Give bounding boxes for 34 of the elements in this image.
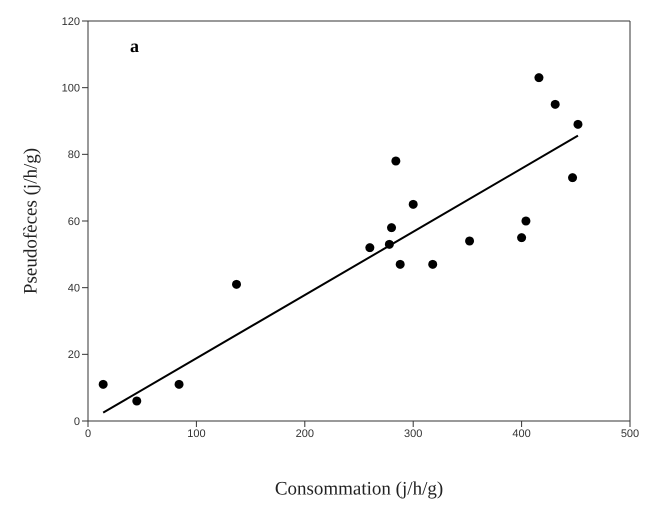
point: [568, 173, 578, 182]
annotation: a: [130, 36, 139, 57]
point: [534, 73, 544, 82]
point: [573, 120, 582, 129]
point: [428, 260, 438, 269]
point: [232, 280, 242, 289]
y-tick-label: 80: [68, 149, 80, 162]
point: [384, 240, 394, 249]
y-tick-label: 40: [68, 282, 80, 295]
point: [174, 380, 184, 389]
y-tick-label: 100: [62, 82, 80, 95]
y-tick-label: 20: [68, 349, 80, 362]
x-tick-label: 200: [296, 428, 314, 440]
x-tick-label: 100: [187, 428, 206, 440]
point: [98, 380, 108, 389]
point: [550, 100, 560, 109]
point: [517, 233, 526, 242]
point: [365, 243, 374, 252]
point: [521, 216, 530, 226]
point: [132, 396, 142, 406]
y-tick-label: 120: [62, 16, 80, 28]
x-tick-label: 300: [404, 428, 422, 440]
y-tick-label: 0: [74, 416, 80, 428]
point: [391, 156, 400, 166]
point: [408, 200, 418, 209]
point: [396, 260, 405, 269]
x-tick-label: 0: [84, 428, 92, 440]
x-tick-label: 500: [620, 428, 640, 440]
x-tick-label: 400: [512, 428, 531, 440]
y-axis-title: Pseudofèces (j/h/g): [20, 148, 42, 294]
point: [465, 236, 474, 246]
y-tick-label: 60: [68, 216, 80, 228]
x-axis-title: Consommation (j/h/g): [274, 478, 444, 500]
point: [387, 223, 396, 232]
